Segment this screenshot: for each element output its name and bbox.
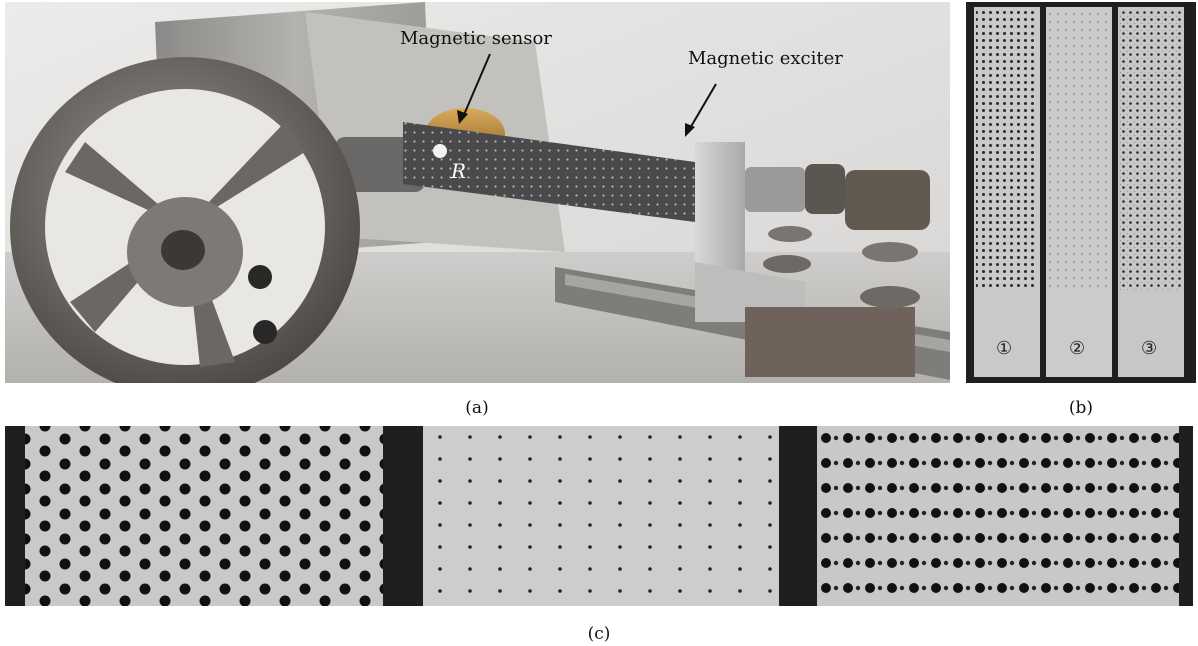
- plates-closeup-photo: [5, 426, 1193, 606]
- reference-point-marker: [433, 144, 447, 158]
- reference-point-label: R: [450, 159, 466, 183]
- exciter-arrow: [688, 83, 717, 131]
- exciter-label: Magnetic exciter: [688, 48, 843, 69]
- caption-a: (a): [465, 398, 489, 418]
- setup-photo-drawing: Magnetic sensor Magnetic exciter R: [5, 2, 950, 383]
- plates-drawing: ① ② ③: [966, 2, 1196, 383]
- sensor-label: Magnetic sensor: [400, 28, 552, 49]
- plates-closeup-drawing: [5, 426, 1193, 606]
- handwheel: [10, 57, 360, 383]
- plate-3-number: ③: [1141, 338, 1157, 359]
- caption-c: (c): [587, 624, 611, 644]
- plates-photo: ① ② ③: [966, 2, 1196, 383]
- sensor-arrow: [462, 53, 491, 118]
- setup-photo: Magnetic sensor Magnetic exciter R: [5, 2, 950, 383]
- caption-b: (b): [1068, 398, 1094, 418]
- plate-2-number: ②: [1069, 338, 1085, 359]
- plate-1-number: ①: [996, 338, 1012, 359]
